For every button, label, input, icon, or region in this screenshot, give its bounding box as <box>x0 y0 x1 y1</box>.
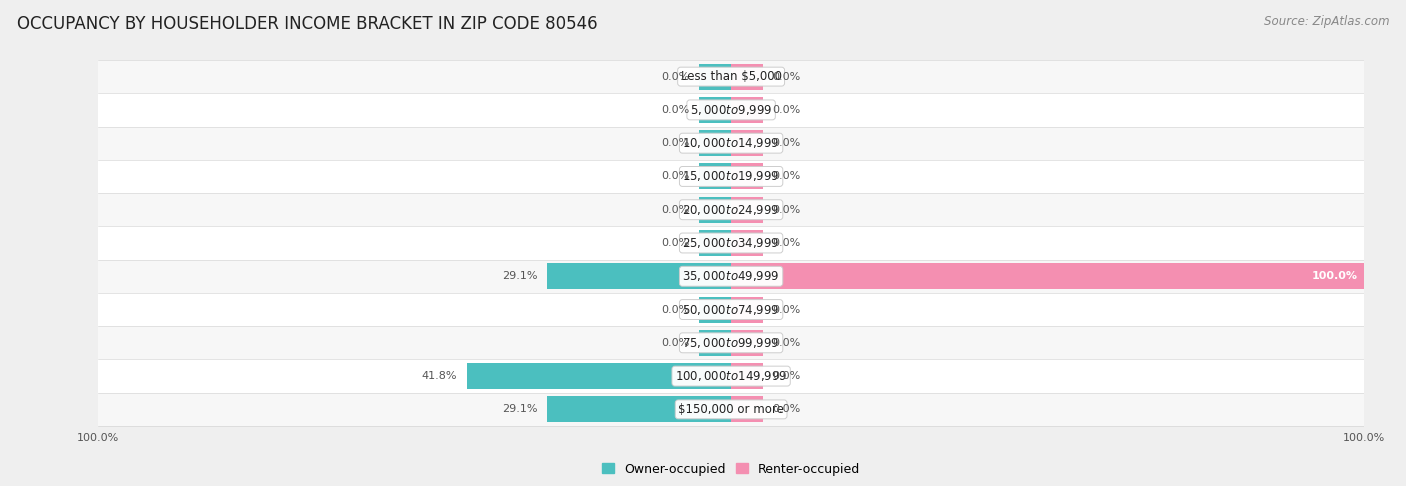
Text: 0.0%: 0.0% <box>662 71 690 82</box>
Text: Source: ZipAtlas.com: Source: ZipAtlas.com <box>1264 15 1389 28</box>
Text: 100.0%: 100.0% <box>1312 271 1358 281</box>
Text: $75,000 to $99,999: $75,000 to $99,999 <box>682 336 780 350</box>
Bar <box>699 296 731 323</box>
Bar <box>547 397 731 422</box>
Text: 0.0%: 0.0% <box>772 305 800 314</box>
Text: 41.8%: 41.8% <box>422 371 457 381</box>
Text: 0.0%: 0.0% <box>772 404 800 415</box>
Text: 0.0%: 0.0% <box>662 205 690 215</box>
Bar <box>98 193 1364 226</box>
Bar <box>731 296 762 323</box>
Legend: Owner-occupied, Renter-occupied: Owner-occupied, Renter-occupied <box>596 457 866 481</box>
Text: 0.0%: 0.0% <box>662 105 690 115</box>
Text: 0.0%: 0.0% <box>772 205 800 215</box>
Bar <box>731 230 762 256</box>
Text: $10,000 to $14,999: $10,000 to $14,999 <box>682 136 780 150</box>
Bar <box>699 97 731 123</box>
Bar <box>98 360 1364 393</box>
Text: 0.0%: 0.0% <box>772 371 800 381</box>
Text: $5,000 to $9,999: $5,000 to $9,999 <box>690 103 772 117</box>
Bar <box>98 293 1364 326</box>
Text: $50,000 to $74,999: $50,000 to $74,999 <box>682 303 780 316</box>
Text: 0.0%: 0.0% <box>772 138 800 148</box>
Bar <box>731 97 762 123</box>
Bar <box>731 197 762 223</box>
Bar <box>731 163 762 190</box>
Bar <box>699 163 731 190</box>
Text: 0.0%: 0.0% <box>772 105 800 115</box>
Text: OCCUPANCY BY HOUSEHOLDER INCOME BRACKET IN ZIP CODE 80546: OCCUPANCY BY HOUSEHOLDER INCOME BRACKET … <box>17 15 598 33</box>
Text: 0.0%: 0.0% <box>662 172 690 181</box>
Bar <box>98 60 1364 93</box>
Bar <box>699 130 731 156</box>
Text: 0.0%: 0.0% <box>772 338 800 348</box>
Bar <box>98 393 1364 426</box>
Bar <box>98 226 1364 260</box>
Bar <box>731 330 762 356</box>
Bar <box>467 363 731 389</box>
Bar <box>98 260 1364 293</box>
Text: $15,000 to $19,999: $15,000 to $19,999 <box>682 170 780 183</box>
Text: $150,000 or more: $150,000 or more <box>678 403 785 416</box>
Text: $25,000 to $34,999: $25,000 to $34,999 <box>682 236 780 250</box>
Text: 0.0%: 0.0% <box>662 338 690 348</box>
Bar <box>699 230 731 256</box>
Text: 29.1%: 29.1% <box>502 271 537 281</box>
Bar <box>731 64 762 89</box>
Text: 0.0%: 0.0% <box>662 138 690 148</box>
Bar <box>98 93 1364 126</box>
Text: 0.0%: 0.0% <box>772 71 800 82</box>
Bar <box>547 263 731 289</box>
Text: 0.0%: 0.0% <box>662 305 690 314</box>
Text: 29.1%: 29.1% <box>502 404 537 415</box>
Text: $20,000 to $24,999: $20,000 to $24,999 <box>682 203 780 217</box>
Text: 0.0%: 0.0% <box>772 238 800 248</box>
Bar <box>731 263 1364 289</box>
Bar <box>731 130 762 156</box>
Bar <box>699 330 731 356</box>
Bar <box>98 126 1364 160</box>
Bar <box>731 363 762 389</box>
Text: 0.0%: 0.0% <box>662 238 690 248</box>
Bar <box>98 160 1364 193</box>
Bar <box>98 326 1364 360</box>
Text: Less than $5,000: Less than $5,000 <box>681 70 782 83</box>
Text: $100,000 to $149,999: $100,000 to $149,999 <box>675 369 787 383</box>
Bar <box>731 397 762 422</box>
Text: $35,000 to $49,999: $35,000 to $49,999 <box>682 269 780 283</box>
Bar <box>699 64 731 89</box>
Text: 0.0%: 0.0% <box>772 172 800 181</box>
Bar <box>699 197 731 223</box>
